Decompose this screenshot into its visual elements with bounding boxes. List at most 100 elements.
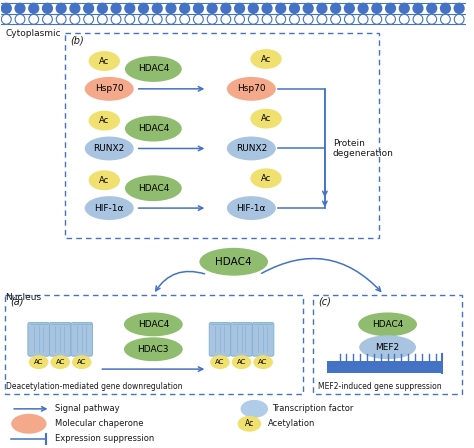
Circle shape xyxy=(276,4,286,13)
Circle shape xyxy=(386,14,395,24)
Ellipse shape xyxy=(29,355,48,369)
Ellipse shape xyxy=(241,400,268,418)
Ellipse shape xyxy=(200,248,268,276)
Circle shape xyxy=(400,4,409,13)
Text: Ac: Ac xyxy=(245,419,254,428)
Circle shape xyxy=(1,4,11,13)
Ellipse shape xyxy=(85,137,134,160)
Circle shape xyxy=(262,14,272,24)
Text: HDAC3: HDAC3 xyxy=(137,345,169,354)
Circle shape xyxy=(138,4,148,13)
Text: Cytoplasmic: Cytoplasmic xyxy=(5,29,61,38)
Text: AC: AC xyxy=(34,359,43,365)
Circle shape xyxy=(125,14,135,24)
Text: AC: AC xyxy=(55,359,65,365)
Ellipse shape xyxy=(125,116,182,142)
Circle shape xyxy=(386,4,395,13)
Circle shape xyxy=(43,4,52,13)
Text: MEF2: MEF2 xyxy=(375,343,400,352)
FancyBboxPatch shape xyxy=(49,323,71,356)
Circle shape xyxy=(276,14,286,24)
Text: Expression suppression: Expression suppression xyxy=(55,434,155,443)
Text: HDAC4: HDAC4 xyxy=(137,65,169,73)
Circle shape xyxy=(454,4,464,13)
Circle shape xyxy=(43,14,52,24)
Circle shape xyxy=(70,14,80,24)
Circle shape xyxy=(372,14,382,24)
Text: Molecular chaperone: Molecular chaperone xyxy=(55,419,144,428)
Circle shape xyxy=(15,4,25,13)
Text: (b): (b) xyxy=(70,35,84,45)
Text: Signal pathway: Signal pathway xyxy=(55,405,120,414)
Circle shape xyxy=(166,14,176,24)
Ellipse shape xyxy=(232,355,251,369)
Text: (a): (a) xyxy=(10,297,24,306)
Circle shape xyxy=(262,4,272,13)
Ellipse shape xyxy=(124,312,183,336)
Circle shape xyxy=(440,4,450,13)
Circle shape xyxy=(317,4,327,13)
FancyBboxPatch shape xyxy=(252,323,274,356)
Text: Hsp70: Hsp70 xyxy=(95,84,124,93)
Ellipse shape xyxy=(250,109,282,129)
Circle shape xyxy=(70,4,80,13)
Circle shape xyxy=(248,4,258,13)
Circle shape xyxy=(207,4,217,13)
Text: HIF-1α: HIF-1α xyxy=(237,203,266,213)
Text: AC: AC xyxy=(237,359,246,365)
Circle shape xyxy=(56,14,66,24)
FancyBboxPatch shape xyxy=(71,323,92,356)
Text: MEF2-induced gene suppression: MEF2-induced gene suppression xyxy=(318,382,442,391)
Ellipse shape xyxy=(210,355,230,369)
Circle shape xyxy=(331,4,340,13)
Circle shape xyxy=(345,14,354,24)
Circle shape xyxy=(193,4,203,13)
Circle shape xyxy=(138,14,148,24)
Text: Hsp70: Hsp70 xyxy=(237,84,265,93)
Text: AC: AC xyxy=(77,359,86,365)
Text: Ac: Ac xyxy=(261,174,271,183)
Circle shape xyxy=(207,14,217,24)
Text: AC: AC xyxy=(215,359,225,365)
FancyBboxPatch shape xyxy=(28,323,49,356)
FancyBboxPatch shape xyxy=(231,323,252,356)
Circle shape xyxy=(221,14,231,24)
Circle shape xyxy=(303,14,313,24)
Circle shape xyxy=(358,14,368,24)
Text: HDAC4: HDAC4 xyxy=(372,320,403,329)
Text: RUNX2: RUNX2 xyxy=(236,144,267,153)
Ellipse shape xyxy=(89,170,120,190)
Circle shape xyxy=(331,14,340,24)
Text: (c): (c) xyxy=(318,297,331,306)
Text: Ac: Ac xyxy=(99,56,109,65)
Circle shape xyxy=(317,14,327,24)
Circle shape xyxy=(221,4,231,13)
Circle shape xyxy=(29,4,39,13)
Circle shape xyxy=(413,14,423,24)
Circle shape xyxy=(1,14,11,24)
FancyBboxPatch shape xyxy=(209,323,231,356)
Ellipse shape xyxy=(89,111,120,130)
Circle shape xyxy=(427,4,437,13)
Circle shape xyxy=(111,4,121,13)
Ellipse shape xyxy=(89,51,120,71)
Circle shape xyxy=(56,4,66,13)
Ellipse shape xyxy=(11,414,46,434)
Circle shape xyxy=(358,4,368,13)
Text: HDAC4: HDAC4 xyxy=(137,320,169,329)
Text: Nucleus: Nucleus xyxy=(5,293,41,302)
Text: Acetylation: Acetylation xyxy=(268,419,315,428)
Ellipse shape xyxy=(250,49,282,69)
Ellipse shape xyxy=(359,335,416,359)
Text: Transcription factor: Transcription factor xyxy=(272,405,353,414)
Ellipse shape xyxy=(227,137,276,160)
Ellipse shape xyxy=(227,196,276,220)
Circle shape xyxy=(193,14,203,24)
Circle shape xyxy=(180,14,190,24)
Circle shape xyxy=(372,4,382,13)
Circle shape xyxy=(303,4,313,13)
Ellipse shape xyxy=(253,355,273,369)
Ellipse shape xyxy=(72,355,91,369)
Circle shape xyxy=(413,4,423,13)
Ellipse shape xyxy=(85,196,134,220)
